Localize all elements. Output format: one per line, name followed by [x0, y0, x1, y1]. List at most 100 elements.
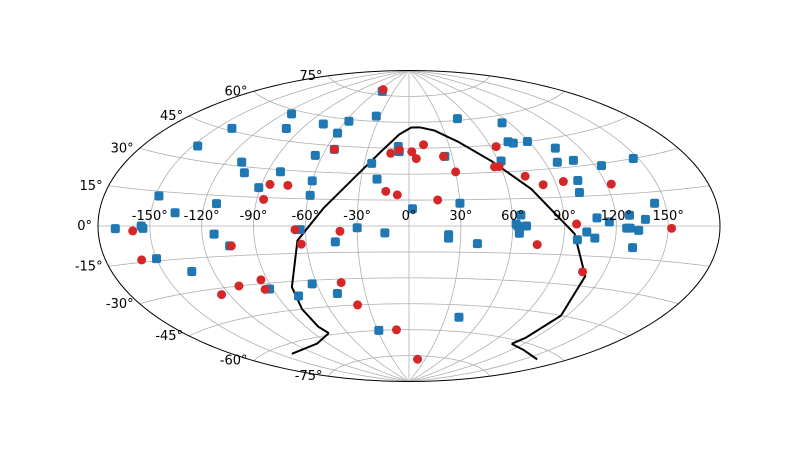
- red-point: [234, 281, 244, 291]
- blue-point: [514, 228, 524, 238]
- x-tick-label: 0°: [402, 209, 417, 224]
- y-tick-label: -75°: [295, 369, 323, 384]
- map-frame: [97, 69, 721, 383]
- blue-point: [590, 233, 600, 243]
- red-point: [283, 180, 293, 190]
- blue-point: [318, 119, 328, 129]
- x-tick-label: 60°: [501, 209, 524, 224]
- blue-point: [640, 214, 650, 224]
- red-point: [413, 354, 423, 364]
- x-tick-label: -150°: [132, 209, 168, 224]
- x-tick-label: 90°: [553, 209, 576, 224]
- blue-point: [522, 221, 531, 231]
- parallel-line: [188, 303, 630, 337]
- blue-point: [332, 288, 342, 298]
- blue-point: [508, 138, 518, 148]
- boundary-curve: [290, 126, 587, 361]
- blue-point: [310, 150, 320, 160]
- blue-point: [628, 243, 638, 253]
- blue-point: [237, 157, 247, 167]
- blue-point: [239, 168, 249, 178]
- red-point: [391, 325, 401, 335]
- blue-point: [138, 223, 148, 233]
- y-tick-label: 0°: [77, 219, 92, 234]
- grid-lines: [97, 70, 721, 382]
- blue-point: [444, 233, 454, 243]
- blue-point: [582, 227, 592, 237]
- blue-point: [596, 161, 606, 171]
- parallel-line: [253, 329, 565, 361]
- blue-point: [254, 183, 264, 193]
- blue-point: [511, 219, 521, 229]
- blue-point: [624, 210, 634, 220]
- y-tick-label: -15°: [75, 259, 103, 274]
- red-point: [381, 186, 391, 196]
- blue-point: [371, 111, 381, 121]
- red-point: [137, 255, 147, 265]
- red-point: [256, 275, 266, 285]
- parallel-line: [139, 277, 679, 305]
- blue-point: [572, 235, 582, 245]
- boundary-segment: [419, 126, 587, 345]
- x-tick-labels: -150° -120° -90° -60° -30° 0° 30° 60° 90° 120° 150…: [132, 209, 684, 224]
- x-tick-label: 120°: [601, 209, 632, 224]
- y-tick-label: 60°: [224, 84, 247, 99]
- red-point: [329, 144, 339, 154]
- parallel-line: [328, 75, 490, 97]
- blue-point: [472, 239, 482, 249]
- red-point: [451, 167, 461, 177]
- red-series: [128, 85, 677, 364]
- map-outline: [97, 69, 721, 383]
- blue-point: [154, 191, 164, 201]
- blue-point: [628, 153, 638, 163]
- red-point: [411, 154, 421, 164]
- x-tick-label: -60°: [291, 209, 319, 224]
- red-point: [260, 284, 270, 294]
- red-point: [538, 180, 548, 190]
- blue-point: [650, 198, 660, 208]
- red-point: [520, 171, 530, 181]
- blue-point: [227, 123, 237, 133]
- blue-point: [455, 198, 465, 208]
- blue-point: [212, 199, 222, 209]
- blue-point: [452, 114, 462, 124]
- y-tick-label: -45°: [155, 329, 183, 344]
- red-point: [217, 290, 227, 300]
- red-point: [407, 147, 417, 157]
- red-point: [433, 195, 443, 205]
- parallel-line: [253, 91, 565, 123]
- blue-point: [622, 223, 632, 233]
- blue-point: [187, 266, 197, 276]
- red-point: [296, 239, 306, 249]
- blue-point: [352, 223, 362, 233]
- red-point: [438, 151, 448, 161]
- red-point: [392, 190, 402, 200]
- parallel-line: [108, 185, 710, 201]
- y-tick-labels: -75° -60° -45° -30° -15° 0° 15° 30° 45° 60° 75°: [75, 69, 323, 384]
- x-tick-label: -120°: [184, 209, 220, 224]
- parallel-line: [328, 355, 490, 377]
- blue-series: [110, 86, 660, 335]
- blue-point: [287, 109, 297, 119]
- y-tick-label: -60°: [220, 354, 248, 369]
- blue-point: [170, 208, 180, 218]
- blue-point: [372, 174, 382, 184]
- red-point: [558, 177, 568, 187]
- blue-point: [305, 190, 315, 200]
- blue-point: [374, 325, 384, 335]
- blue-point: [634, 225, 644, 235]
- x-tick-label: -30°: [343, 209, 371, 224]
- red-point: [335, 226, 345, 236]
- y-tick-label: 75°: [299, 69, 322, 84]
- red-point: [419, 140, 429, 150]
- y-tick-label: 45°: [160, 109, 183, 124]
- blue-point: [497, 118, 507, 128]
- blue-point: [275, 167, 285, 177]
- blue-point: [307, 176, 317, 186]
- blue-point: [209, 229, 219, 239]
- red-point: [606, 179, 616, 189]
- blue-point: [552, 157, 562, 167]
- blue-point: [367, 158, 377, 168]
- blue-point: [550, 143, 560, 153]
